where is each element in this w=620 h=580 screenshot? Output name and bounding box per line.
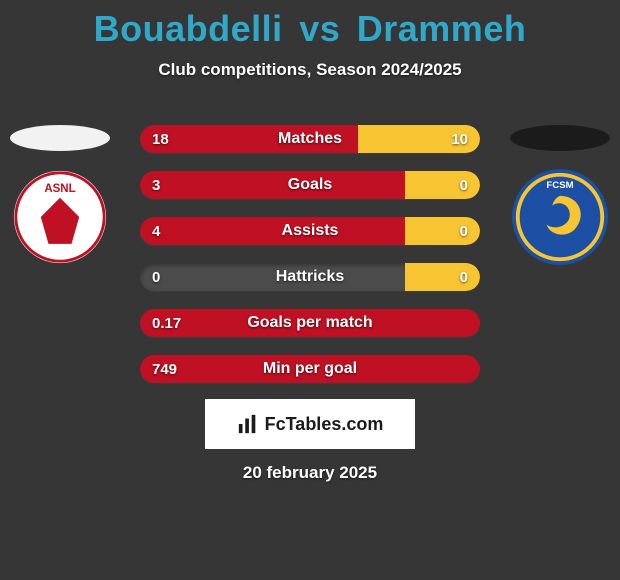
stats-bars: 1810Matches 30Goals 40Assists 00Hattricks 0.… [140,125,480,401]
stat-row: 0.17Goals per match [140,309,480,337]
main-title: Bouabdelli vs Drammeh [0,0,620,50]
footer-date: 20 february 2025 [0,463,620,483]
brand-strip[interactable]: FcTables.com [205,399,415,449]
bar-left-fill [140,355,480,383]
club-badge-left: ASNL [12,169,108,265]
bar-left-fill [140,309,480,337]
stat-row: 40Assists [140,217,480,245]
bar-chart-icon [237,413,259,435]
player-right-slot: FCSM [510,125,610,265]
stat-row: 749Min per goal [140,355,480,383]
stat-left-value: 0 [152,263,160,291]
subtitle: Club competitions, Season 2024/2025 [0,60,620,80]
stat-row: 30Goals [140,171,480,199]
bar-left-fill [140,125,358,153]
club-badge-left-text: ASNL [44,183,75,195]
club-badge-right-icon: FCSM [512,169,608,265]
player-right-name: Drammeh [357,8,527,49]
bar-right-fill [405,171,480,199]
club-badge-left-icon: ASNL [12,169,108,265]
brand-text: FcTables.com [265,414,384,435]
player-left-silhouette [10,125,110,151]
title-vs: vs [299,8,340,49]
stat-row: 00Hattricks [140,263,480,291]
bar-left-fill [140,171,405,199]
player-left-name: Bouabdelli [94,8,283,49]
bar-right-fill [405,263,480,291]
footer: FcTables.com 20 february 2025 [0,393,620,483]
player-right-silhouette [510,125,610,151]
stat-row: 1810Matches [140,125,480,153]
bar-left-fill [140,217,405,245]
bar-right-fill [358,125,480,153]
player-left-slot: ASNL [10,125,110,265]
club-badge-right-text: FCSM [546,180,573,191]
bar-right-fill [405,217,480,245]
club-badge-right: FCSM [512,169,608,265]
